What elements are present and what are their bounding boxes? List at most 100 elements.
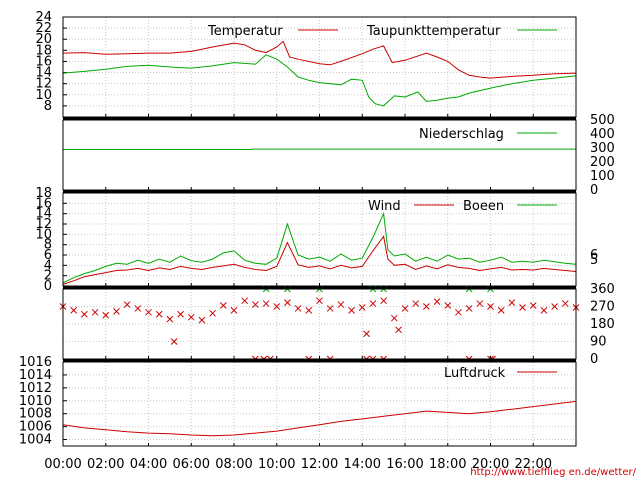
x-tick-label: 12:00 bbox=[301, 457, 338, 472]
y-tick-label-right: 6 bbox=[590, 248, 598, 263]
legend-label-wind: Wind bbox=[368, 199, 401, 214]
x-tick-label: 00:00 bbox=[44, 457, 81, 472]
wind-direction-marker bbox=[91, 308, 99, 316]
wind-direction-marker bbox=[294, 305, 302, 312]
marker-stroke bbox=[209, 309, 216, 317]
y-tick-label-right: 0 bbox=[590, 183, 598, 198]
x-tick-label: 08:00 bbox=[215, 457, 252, 472]
x-tick-label: 10:00 bbox=[258, 457, 295, 472]
x-tick-label: 22:00 bbox=[515, 457, 552, 472]
series-line-luftdruck bbox=[62, 400, 577, 437]
wind-direction-marker bbox=[155, 310, 163, 318]
marker-stroke bbox=[198, 316, 206, 324]
marker-stroke bbox=[561, 300, 569, 307]
marker-stroke bbox=[145, 308, 152, 316]
y-tick-label-right: 360 bbox=[590, 282, 615, 297]
wind-direction-marker bbox=[284, 299, 291, 306]
y-tick-label: 1010 bbox=[19, 394, 52, 409]
y-tick-label-right: 500 bbox=[590, 113, 615, 128]
wind-direction-marker bbox=[348, 307, 355, 314]
series-line-taupunkttemperatur bbox=[62, 54, 577, 107]
marker-stroke bbox=[294, 305, 302, 312]
y-tick-label: 8 bbox=[44, 99, 52, 114]
y-tick-label: 16 bbox=[35, 196, 52, 211]
marker-stroke bbox=[316, 297, 323, 305]
marker-stroke bbox=[219, 302, 227, 309]
wind-direction-marker bbox=[230, 307, 238, 314]
marker-stroke bbox=[134, 305, 142, 312]
wind-direction-marker bbox=[102, 311, 110, 319]
y-tick-label: 1016 bbox=[19, 355, 52, 370]
marker-stroke bbox=[326, 305, 334, 312]
credit-url[interactable]: http://www.tiefflieg en.de/wetter/ bbox=[470, 467, 636, 478]
marker-stroke bbox=[465, 305, 473, 312]
series-line-boeen bbox=[62, 211, 577, 284]
wind-direction-marker bbox=[70, 307, 78, 314]
y-tick-label: 16 bbox=[35, 54, 52, 69]
wind-direction-marker bbox=[444, 302, 452, 309]
marker-stroke bbox=[401, 305, 409, 312]
wind-direction-marker bbox=[123, 301, 131, 308]
chart-panels: 8101214161820222401002003004005000246810… bbox=[19, 10, 615, 448]
y-tick-label: 10 bbox=[35, 88, 52, 103]
y-tick-label-right: 200 bbox=[590, 155, 615, 170]
y-tick-label: 14 bbox=[35, 66, 52, 81]
panel-frame bbox=[62, 288, 577, 360]
y-tick-label: 22 bbox=[35, 21, 52, 36]
marker-stroke bbox=[455, 308, 462, 316]
marker-stroke bbox=[444, 302, 452, 309]
wind-direction-marker bbox=[363, 330, 370, 338]
wind-direction-marker bbox=[412, 300, 420, 307]
y-tick-label: 1008 bbox=[19, 407, 52, 422]
wind-direction-marker bbox=[166, 315, 174, 323]
marker-stroke bbox=[187, 313, 195, 321]
marker-stroke bbox=[155, 310, 163, 318]
marker-stroke bbox=[284, 299, 291, 306]
series-line-temperatur bbox=[62, 40, 577, 79]
y-tick-label: 14 bbox=[35, 207, 52, 222]
wind-direction-marker bbox=[551, 303, 558, 310]
x-tick-label: 06:00 bbox=[173, 457, 210, 472]
legend-temperature: Temperatur Taupunkttemperatur bbox=[207, 24, 557, 39]
y-tick-label: 6 bbox=[44, 248, 52, 263]
y-tick-label: 18 bbox=[35, 43, 52, 58]
wind-direction-marker bbox=[380, 297, 387, 305]
legend-wind: Wind Boeen bbox=[368, 199, 557, 214]
marker-stroke bbox=[102, 311, 110, 319]
wind-direction-marker bbox=[262, 300, 270, 307]
marker-stroke bbox=[497, 307, 505, 314]
legend-label-luftdruck: Luftdruck bbox=[444, 366, 506, 381]
y-tick-label: 8 bbox=[44, 238, 52, 253]
marker-stroke bbox=[363, 330, 370, 338]
y-tick-label: 0 bbox=[44, 279, 52, 294]
marker-stroke bbox=[390, 314, 398, 322]
marker-stroke bbox=[395, 326, 402, 334]
legend-precipitation: Niederschlag bbox=[419, 127, 557, 142]
marker-stroke bbox=[369, 300, 377, 307]
legend-label-temperatur: Temperatur bbox=[207, 24, 283, 39]
wind-direction-marker bbox=[316, 297, 323, 305]
wind-direction-marker bbox=[540, 307, 548, 314]
wind-direction-marker bbox=[145, 308, 152, 316]
marker-stroke bbox=[423, 303, 430, 310]
marker-stroke bbox=[230, 307, 238, 314]
wind-direction-marker bbox=[305, 307, 313, 314]
marker-stroke bbox=[273, 303, 281, 310]
x-tick-label: 14:00 bbox=[344, 457, 381, 472]
marker-stroke bbox=[529, 302, 537, 309]
y-tick-label: 2 bbox=[44, 269, 52, 284]
marker-stroke bbox=[81, 310, 88, 318]
marker-stroke bbox=[540, 307, 548, 314]
y-tick-label-right: 300 bbox=[590, 141, 615, 156]
wind-direction-marker bbox=[209, 309, 216, 317]
y-tick-label: 24 bbox=[35, 10, 52, 25]
marker-stroke bbox=[519, 304, 526, 311]
wind-direction-marker bbox=[508, 299, 516, 306]
y-tick-label: 1006 bbox=[19, 420, 52, 435]
y-tick-label: 12 bbox=[35, 77, 52, 92]
marker-stroke bbox=[551, 303, 558, 310]
y-tick-label: 1012 bbox=[19, 381, 52, 396]
wind-direction-marker bbox=[487, 303, 494, 310]
wind-direction-marker bbox=[187, 313, 195, 321]
